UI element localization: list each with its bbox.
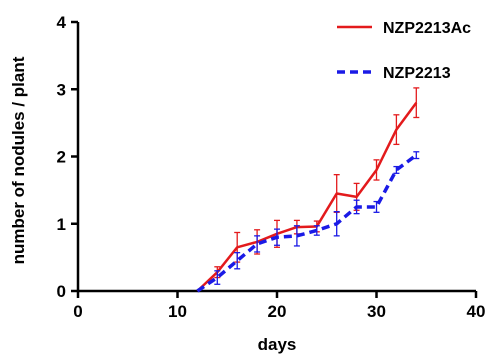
series-layer <box>196 87 420 293</box>
series-line-nzp2213 <box>196 153 418 293</box>
error-bar <box>274 228 280 246</box>
x-tick-label: 40 <box>467 302 486 321</box>
x-tick-label: 30 <box>367 302 386 321</box>
error-bar <box>234 252 241 270</box>
error-bar <box>413 151 420 160</box>
y-tick-label: 3 <box>57 80 66 99</box>
y-tick-label: 0 <box>57 282 66 301</box>
error-bar <box>393 114 400 146</box>
error-bar <box>254 235 261 253</box>
ticks: 0 10 20 30 40 0 1 2 3 4 <box>57 13 486 321</box>
series-line-nzp2213ac <box>196 101 418 292</box>
error-bar <box>353 199 360 215</box>
error-bar <box>373 200 380 213</box>
legend: NZP2213Ac NZP2213 <box>337 20 471 82</box>
error-bar <box>293 225 300 247</box>
error-bar <box>333 210 340 237</box>
x-axis-title: days <box>258 335 297 354</box>
x-tick-label: 0 <box>73 302 82 321</box>
error-bar <box>214 270 221 285</box>
legend-label-nzp2213ac: NZP2213Ac <box>383 20 471 37</box>
y-axis-title: number of nodules / plant <box>9 56 28 264</box>
x-tick-label: 10 <box>168 302 187 321</box>
legend-label-nzp2213: NZP2213 <box>383 65 451 82</box>
error-bar <box>313 225 320 236</box>
error-bar <box>373 159 380 181</box>
y-tick-label: 2 <box>57 148 66 167</box>
series-nzp2213 <box>196 151 420 293</box>
y-tick-label: 1 <box>57 215 66 234</box>
error-bar <box>413 87 420 119</box>
x-tick-label: 20 <box>268 302 287 321</box>
error-bar <box>393 165 400 174</box>
y-tick-label: 4 <box>57 13 67 32</box>
